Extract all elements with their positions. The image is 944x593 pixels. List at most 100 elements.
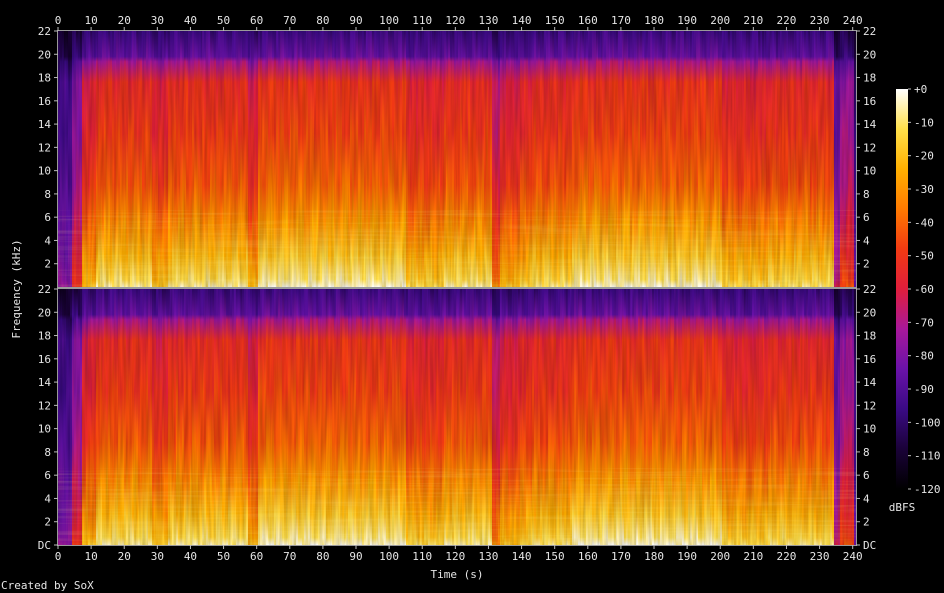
x-tick-label: 110 xyxy=(412,550,432,563)
x-tick-label: 230 xyxy=(810,550,830,563)
y-tick-label: 4 xyxy=(44,492,51,505)
colorbar-tick-label: -20 xyxy=(914,150,934,163)
colorbar-scale xyxy=(896,89,908,489)
x-tick-label: 230 xyxy=(810,14,830,27)
colorbar-tick-label: -100 xyxy=(914,416,941,429)
colorbar-label: dBFS xyxy=(889,501,916,514)
y-tick-label: 14 xyxy=(38,376,52,389)
y-tick-label: 12 xyxy=(38,141,51,154)
x-tick-label: 100 xyxy=(379,550,399,563)
y-tick-label: 12 xyxy=(863,399,876,412)
x-tick-label: 200 xyxy=(710,14,730,27)
y-tick-label: DC xyxy=(863,539,876,552)
y-tick-label: 18 xyxy=(38,330,51,343)
x-tick-label: 110 xyxy=(412,14,432,27)
y-tick-label: 14 xyxy=(38,118,52,131)
x-tick-label: 130 xyxy=(479,14,499,27)
y-tick-label: 2 xyxy=(863,258,870,271)
y-tick-label: 18 xyxy=(863,72,876,85)
y-tick-label: 10 xyxy=(863,165,876,178)
x-tick-label: 240 xyxy=(843,14,863,27)
colorbar-tick-label: -120 xyxy=(914,483,941,496)
x-tick-label: 20 xyxy=(118,14,131,27)
x-tick-label: 80 xyxy=(316,550,329,563)
plot-frame xyxy=(57,288,857,546)
x-tick-label: 150 xyxy=(545,550,565,563)
colorbar-tick-label: -30 xyxy=(914,183,934,196)
plot-frame xyxy=(57,30,857,288)
y-tick-label: 20 xyxy=(38,306,51,319)
x-tick-label: 170 xyxy=(611,550,631,563)
x-tick-label: 210 xyxy=(743,14,763,27)
x-tick-label: 190 xyxy=(677,14,697,27)
x-tick-label: 240 xyxy=(843,550,863,563)
x-tick-label: 0 xyxy=(55,14,62,27)
y-tick-label: 14 xyxy=(863,118,877,131)
x-tick-label: 220 xyxy=(777,550,797,563)
colorbar-tick-label: -70 xyxy=(914,316,934,329)
x-tick-label: 50 xyxy=(217,14,230,27)
y-tick-label: 20 xyxy=(863,306,876,319)
x-tick-label: 10 xyxy=(84,550,97,563)
x-tick-label: 100 xyxy=(379,14,399,27)
x-tick-label: 120 xyxy=(445,550,465,563)
y-tick-label: 2 xyxy=(44,516,51,529)
x-tick-label: 60 xyxy=(250,550,263,563)
x-tick-label: 140 xyxy=(512,14,532,27)
x-tick-label: 50 xyxy=(217,550,230,563)
y-tick-label: 8 xyxy=(44,188,51,201)
y-tick-label: 8 xyxy=(863,446,870,459)
y-tick-label: 4 xyxy=(863,492,870,505)
spectrogram-channel-1 xyxy=(58,31,856,287)
y-tick-label: 6 xyxy=(863,469,870,482)
colorbar-tick-label: +0 xyxy=(914,83,927,96)
y-tick-label: 16 xyxy=(863,95,876,108)
y-tick-label: 20 xyxy=(38,48,51,61)
y-tick-label: 16 xyxy=(38,353,51,366)
x-tick-label: 170 xyxy=(611,14,631,27)
x-tick-label: 120 xyxy=(445,14,465,27)
colorbar-tick-label: -40 xyxy=(914,216,934,229)
x-tick-label: 40 xyxy=(184,14,197,27)
y-tick-label: 18 xyxy=(863,330,876,343)
x-tick-label: 30 xyxy=(151,550,164,563)
y-tick-label: 6 xyxy=(863,211,870,224)
x-tick-label: 200 xyxy=(710,550,730,563)
colorbar-tick-label: -60 xyxy=(914,283,934,296)
x-tick-label: 160 xyxy=(578,14,598,27)
y-tick-label: 10 xyxy=(38,423,51,436)
colorbar-tick-label: -50 xyxy=(914,250,934,263)
colorbar-tick-label: -110 xyxy=(914,450,941,463)
y-tick-label: 16 xyxy=(38,95,51,108)
x-tick-label: 90 xyxy=(349,14,362,27)
y-tick-label: 22 xyxy=(863,25,876,38)
y-tick-label: 18 xyxy=(38,72,51,85)
x-tick-label: 20 xyxy=(118,550,131,563)
colorbar-tick-label: -90 xyxy=(914,383,934,396)
x-tick-label: 140 xyxy=(512,550,532,563)
y-tick-label: 12 xyxy=(863,141,876,154)
y-tick-label: 10 xyxy=(863,423,876,436)
x-tick-label: 130 xyxy=(479,550,499,563)
y-tick-label: 20 xyxy=(863,48,876,61)
y-tick-label: 4 xyxy=(863,234,870,247)
y-tick-label: 6 xyxy=(44,469,51,482)
y-tick-label: 8 xyxy=(863,188,870,201)
x-tick-label: 180 xyxy=(644,14,664,27)
y-axis-label: Frequency (kHz) xyxy=(10,239,23,338)
x-tick-label: 190 xyxy=(677,550,697,563)
y-tick-label: 16 xyxy=(863,353,876,366)
x-tick-label: 80 xyxy=(316,14,329,27)
y-tick-label: DC xyxy=(38,539,51,552)
y-tick-label: 2 xyxy=(863,516,870,529)
x-tick-label: 210 xyxy=(743,550,763,563)
x-tick-label: 220 xyxy=(777,14,797,27)
y-tick-label: 8 xyxy=(44,446,51,459)
y-tick-label: 22 xyxy=(38,283,51,296)
spectrogram-channel-2 xyxy=(58,289,856,545)
x-tick-label: 70 xyxy=(283,550,296,563)
y-tick-label: 22 xyxy=(38,25,51,38)
x-tick-label: 10 xyxy=(84,14,97,27)
x-tick-label: 70 xyxy=(283,14,296,27)
